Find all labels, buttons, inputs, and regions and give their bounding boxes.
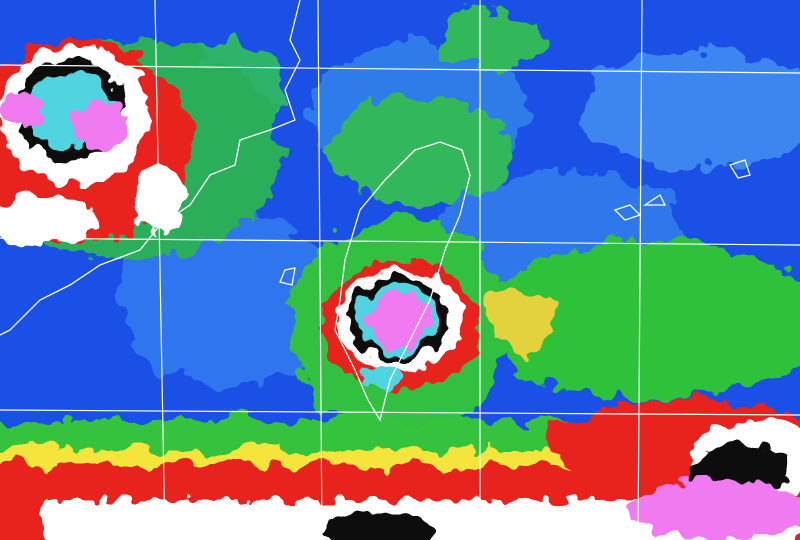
coastlines <box>0 0 751 422</box>
cloud-cores <box>0 45 800 540</box>
